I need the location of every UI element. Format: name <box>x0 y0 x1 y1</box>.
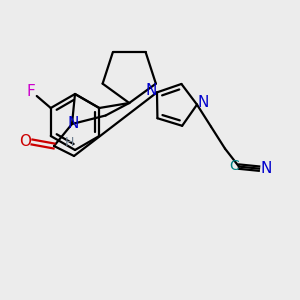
Text: N: N <box>145 83 157 98</box>
Text: N: N <box>67 116 79 131</box>
Text: O: O <box>19 134 31 148</box>
Text: F: F <box>26 83 35 98</box>
Text: N: N <box>197 95 209 110</box>
Text: C: C <box>229 159 239 172</box>
Text: N: N <box>260 161 272 176</box>
Text: H: H <box>64 136 74 148</box>
